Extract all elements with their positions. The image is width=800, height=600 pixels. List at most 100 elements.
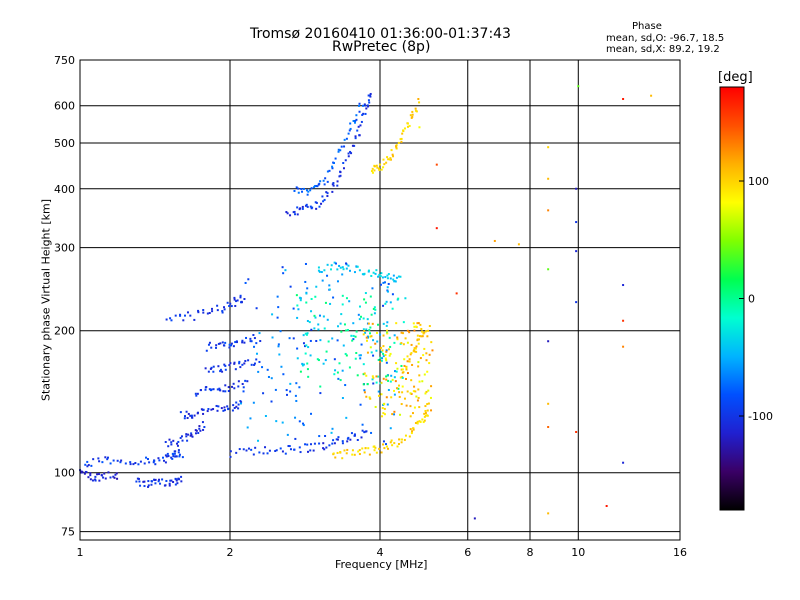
echo-point — [367, 269, 370, 272]
scatter-point — [386, 403, 389, 406]
echo-point — [132, 463, 135, 466]
echo-point — [164, 484, 167, 487]
echo-point — [420, 335, 423, 338]
echo-point — [336, 268, 339, 271]
scatter-point — [354, 357, 357, 360]
echo-point — [390, 439, 393, 442]
echo-point — [380, 451, 383, 454]
echo-point — [190, 414, 193, 417]
isolated-point — [547, 177, 550, 180]
scatter-point — [352, 338, 355, 341]
scatter-point — [261, 366, 264, 369]
scatter-point — [344, 352, 347, 355]
echo-point — [382, 166, 385, 169]
echo-point — [184, 314, 187, 317]
scatter-point — [352, 334, 355, 337]
echo-point — [197, 432, 200, 435]
echo-point — [84, 463, 87, 466]
scatter-point — [358, 318, 361, 321]
isolated-point — [577, 85, 580, 88]
echo-point — [216, 388, 219, 391]
echo-point — [206, 312, 209, 315]
scatter-point — [386, 286, 389, 289]
echo-point — [358, 104, 361, 107]
echo-point — [426, 335, 429, 338]
scatter-point — [280, 365, 283, 368]
scatter-point — [244, 281, 247, 284]
scatter-point — [310, 298, 313, 301]
phase-stats-x-mode: mean, sd,X: 89.2, 19.2 — [606, 44, 720, 55]
scatter-point — [386, 332, 389, 335]
echo-point — [318, 205, 321, 208]
echo-point — [119, 461, 122, 464]
echo-point — [196, 412, 199, 415]
echo-point — [353, 121, 356, 124]
echo-point — [415, 350, 418, 353]
echo-point — [312, 449, 315, 452]
isolated-point — [418, 126, 421, 129]
scatter-point — [294, 416, 297, 419]
scatter-point — [384, 302, 387, 305]
echo-point — [289, 214, 292, 217]
echo-point — [331, 167, 334, 170]
echo-point — [208, 388, 211, 391]
scatter-point — [397, 297, 400, 300]
echo-point — [391, 153, 394, 156]
echo-point — [391, 444, 394, 447]
scatter-point — [322, 315, 325, 318]
echo-point — [379, 275, 382, 278]
echo-point — [317, 183, 320, 186]
echo-point — [320, 271, 323, 274]
scatter-point — [333, 373, 336, 376]
echo-point — [235, 451, 238, 454]
echo-point — [380, 272, 383, 275]
isolated-point — [605, 505, 608, 508]
scatter-point — [304, 352, 307, 355]
scatter-point — [375, 331, 378, 334]
echo-point — [223, 363, 226, 366]
scatter-point — [418, 406, 421, 409]
echo-point — [86, 465, 89, 468]
echo-point — [215, 404, 218, 407]
echo-point — [245, 449, 248, 452]
isolated-point — [575, 250, 578, 253]
scatter-point — [295, 294, 298, 297]
echo-point — [154, 463, 157, 466]
scatter-point — [356, 374, 359, 377]
scatter-point — [310, 412, 313, 415]
scatter-point — [382, 345, 385, 348]
echo-point — [238, 360, 241, 363]
echo-point — [289, 448, 292, 451]
echo-point — [406, 125, 409, 128]
scatter-point — [299, 297, 302, 300]
echo-point — [336, 438, 339, 441]
scatter-point — [282, 373, 285, 376]
echo-point — [235, 300, 238, 303]
scatter-point — [365, 339, 368, 342]
echo-point — [393, 442, 396, 445]
echo-point — [314, 201, 317, 204]
scatter-point — [396, 336, 399, 339]
echo-point — [400, 137, 403, 140]
scatter-point — [302, 424, 305, 427]
scatter-point — [385, 396, 388, 399]
echo-point — [347, 152, 350, 155]
scatter-point — [396, 338, 399, 341]
scatter-point — [369, 397, 372, 400]
scatter-point — [281, 421, 284, 424]
scatter-point — [285, 389, 288, 392]
echo-point — [284, 452, 287, 455]
scatter-point — [397, 384, 400, 387]
echo-point — [224, 341, 227, 344]
echo-point — [416, 420, 419, 423]
scatter-point — [294, 437, 297, 440]
scatter-point — [363, 389, 366, 392]
scatter-point — [341, 397, 344, 400]
scatter-point — [331, 427, 334, 430]
echo-point — [423, 415, 426, 418]
echo-point — [233, 296, 236, 299]
echo-point — [232, 345, 235, 348]
echo-point — [410, 116, 413, 119]
echo-point — [392, 155, 395, 158]
echo-point — [389, 157, 392, 160]
